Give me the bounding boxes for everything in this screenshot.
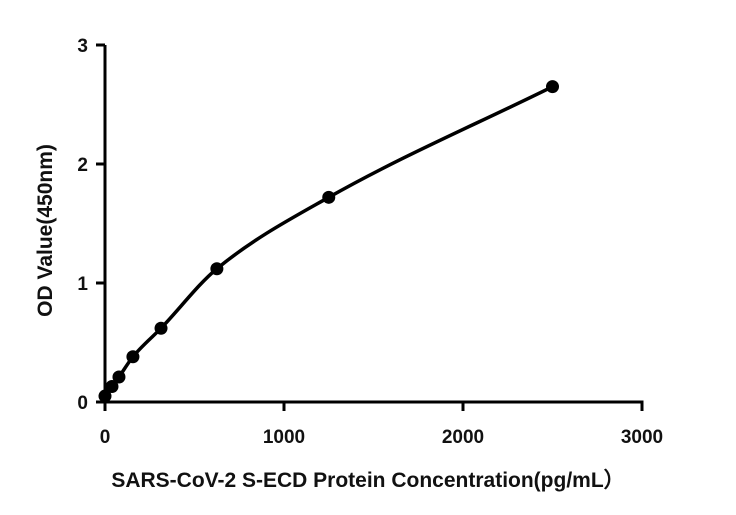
data-point xyxy=(154,321,168,335)
x-axis: 0 1000 2000 3000 xyxy=(100,400,663,448)
x-axis-title: SARS-CoV-2 S-ECD Protein Concentration(p… xyxy=(111,468,624,492)
data-point xyxy=(322,190,336,204)
x-tick-label: 0 xyxy=(100,427,111,448)
y-tick-label: 1 xyxy=(77,274,88,295)
data-points-layer xyxy=(98,80,559,403)
y-tick-label: 3 xyxy=(77,36,88,57)
y-axis: 0 1 2 3 xyxy=(77,36,107,414)
data-point xyxy=(126,350,140,364)
data-point xyxy=(112,370,126,384)
fit-curve-line xyxy=(103,84,555,398)
x-tick-label: 3000 xyxy=(621,427,663,448)
data-point xyxy=(210,262,224,276)
y-tick-label: 2 xyxy=(77,155,88,176)
y-tick-label: 0 xyxy=(77,393,88,414)
data-point xyxy=(546,80,559,94)
fit-curve-layer xyxy=(103,84,555,398)
x-tick-label: 1000 xyxy=(263,427,305,448)
x-tick-label: 2000 xyxy=(442,427,484,448)
data-point xyxy=(105,380,119,394)
y-axis-title: OD Value(450nm) xyxy=(34,144,57,317)
